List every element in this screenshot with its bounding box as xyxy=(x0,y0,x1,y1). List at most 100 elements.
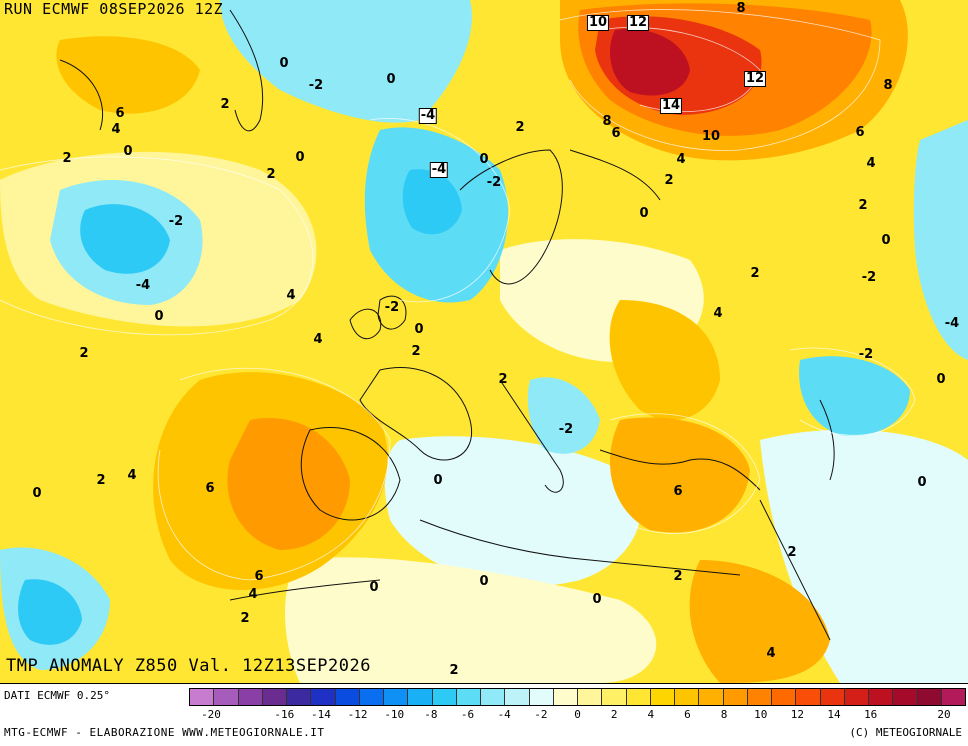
legend-tick-label: -12 xyxy=(347,708,368,721)
contour-label: 8 xyxy=(736,1,746,16)
contour-label: 4 xyxy=(127,468,137,483)
contour-label: -4 xyxy=(135,278,151,293)
contour-label: -2 xyxy=(861,270,877,285)
contour-label: 8 xyxy=(883,78,893,93)
legend-color-swatch xyxy=(650,689,675,705)
legend-color-swatch xyxy=(432,689,457,705)
contour-label: -4 xyxy=(418,108,438,124)
contour-label: 0 xyxy=(592,592,602,607)
copyright-label: (C) METEOGIORNALE xyxy=(849,726,962,739)
legend-color-swatch xyxy=(626,689,651,705)
contour-label: 0 xyxy=(369,580,379,595)
contour-label: 2 xyxy=(411,344,421,359)
contour-label: 6 xyxy=(673,484,683,499)
legend-tick-label: 14 xyxy=(827,708,841,721)
contour-label: 0 xyxy=(295,150,305,165)
contour-label: 2 xyxy=(664,173,674,188)
contour-label: 8 xyxy=(602,114,612,129)
contour-label: 4 xyxy=(766,646,776,661)
contour-label: 12 xyxy=(626,15,650,31)
warm-zone-turkey xyxy=(610,417,750,533)
contour-label: 4 xyxy=(313,332,323,347)
legend-color-swatch xyxy=(844,689,869,705)
contour-label: 0 xyxy=(936,372,946,387)
contour-label: 2 xyxy=(750,266,760,281)
warm-zone-north-atlantic xyxy=(56,36,200,114)
contour-label: 0 xyxy=(32,486,42,501)
legend-color-swatch xyxy=(796,689,821,705)
legend-color-swatch xyxy=(262,689,287,705)
cold-zone-adriatic xyxy=(527,377,600,454)
contour-label: -2 xyxy=(384,300,400,315)
contour-label: 4 xyxy=(676,152,686,167)
legend-tick-label: -4 xyxy=(497,708,511,721)
legend-color-swatch xyxy=(190,689,215,705)
legend-tick-label: 4 xyxy=(647,708,655,721)
neutral-zone-south xyxy=(285,557,657,683)
hot-zone-russia-core xyxy=(610,29,690,96)
footer: DATI ECMWF 0.25° -20 -16 -14 -12 -10 -8 -6 -4 -2… xyxy=(0,683,968,746)
contour-label: 0 xyxy=(154,309,164,324)
legend-tick-label: 20 xyxy=(937,708,951,721)
warm-zone-iberia-core xyxy=(227,418,350,550)
legend-color-swatch xyxy=(675,689,700,705)
legend-color-swatch xyxy=(529,689,554,705)
contour-label: 0 xyxy=(479,152,489,167)
legend-tick-label: 6 xyxy=(684,708,691,721)
contour-label: -2 xyxy=(486,175,502,190)
anomaly-map: RUN ECMWF 08SEP2026 12Z 8 10 12 12 14 10 8 6 8 6 4… xyxy=(0,0,968,683)
contour-label: 0 xyxy=(414,322,424,337)
legend-tick-label: -20 xyxy=(201,708,221,721)
legend-color-swatch xyxy=(772,689,797,705)
legend-color-swatch xyxy=(505,689,530,705)
contour-label: 6 xyxy=(205,481,215,496)
cold-zone-norwegian-core xyxy=(402,169,462,235)
contour-label: 6 xyxy=(611,126,621,141)
contour-label: 0 xyxy=(639,206,649,221)
contour-label: 4 xyxy=(111,122,121,137)
contour-label: 6 xyxy=(855,125,865,140)
legend-color-swatch xyxy=(408,689,433,705)
legend-color-swatch xyxy=(384,689,409,705)
legend-tick-label: -6 xyxy=(460,708,475,721)
legend-tick-label: 12 xyxy=(790,708,805,721)
contour-label: 0 xyxy=(479,574,489,589)
contour-label: 2 xyxy=(858,198,868,213)
cold-zone-atlantic-core xyxy=(80,204,170,274)
contour-label: 2 xyxy=(515,120,525,135)
contour-label: -4 xyxy=(944,316,960,331)
legend-tick-label: 0 xyxy=(574,708,581,721)
contour-label: 4 xyxy=(866,156,876,171)
warm-zone-balkans xyxy=(609,300,720,420)
contour-label: 10 xyxy=(701,129,721,144)
contour-label: 2 xyxy=(96,473,106,488)
legend-tick-label: -10 xyxy=(384,708,405,721)
contour-label: 6 xyxy=(254,569,264,584)
contour-label: -2 xyxy=(858,347,874,362)
contour-label: 2 xyxy=(787,545,797,560)
color-legend-bar xyxy=(189,688,966,706)
legend-color-swatch xyxy=(578,689,603,705)
legend-tick-label: 10 xyxy=(754,708,768,721)
color-legend-ticks: -20 -16 -14 -12 -10 -8 -6 -4 -2 0 2 4 6 8 10 12 14 16 20 xyxy=(189,708,966,722)
contour-label: 0 xyxy=(386,72,396,87)
legend-color-swatch xyxy=(238,689,263,705)
legend-color-swatch xyxy=(311,689,336,705)
contour-label: 2 xyxy=(449,663,459,678)
contour-label: 0 xyxy=(123,144,133,159)
legend-tick-label: -8 xyxy=(424,708,438,721)
legend-color-swatch xyxy=(699,689,724,705)
contour-label: 2 xyxy=(220,97,230,112)
contour-label: 2 xyxy=(673,569,683,584)
legend-color-swatch xyxy=(941,689,965,705)
contour-label: 2 xyxy=(266,167,276,182)
contour-label: 2 xyxy=(240,611,250,626)
legend-color-swatch xyxy=(481,689,506,705)
contour-label: -2 xyxy=(308,78,324,93)
warm-zone-africa xyxy=(689,560,830,683)
legend-color-swatch xyxy=(602,689,627,705)
neutral-zone-med xyxy=(384,436,641,587)
legend-color-swatch xyxy=(287,689,312,705)
legend-color-swatch xyxy=(917,689,942,705)
map-canvas xyxy=(0,0,968,683)
